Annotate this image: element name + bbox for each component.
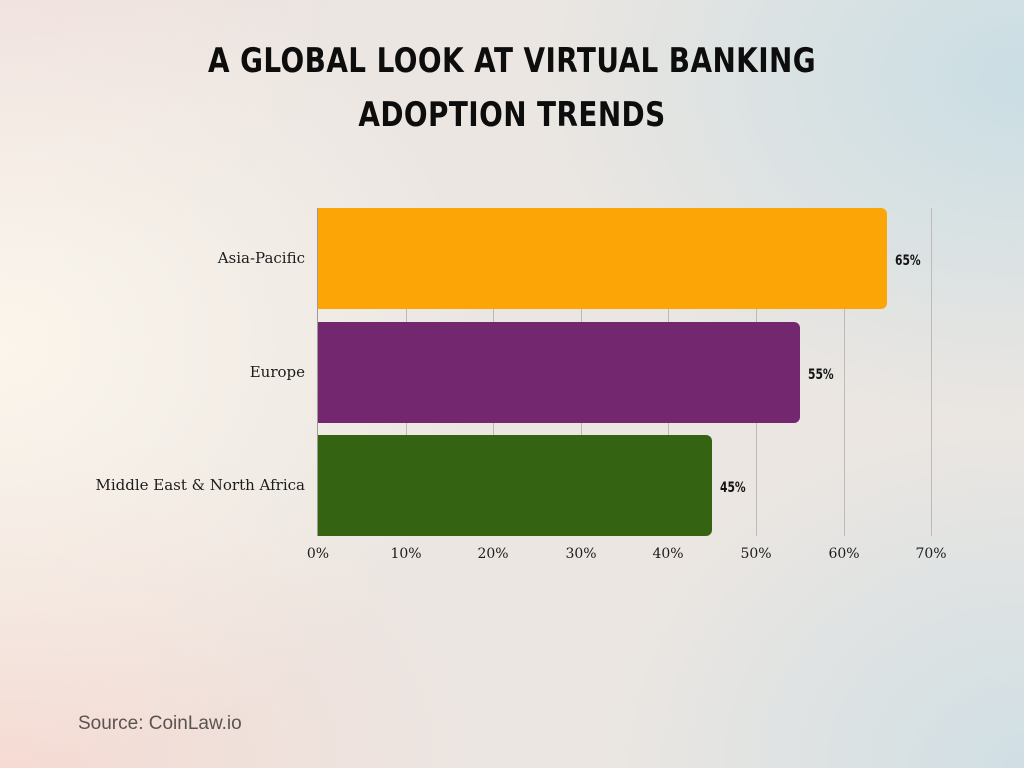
- source-caption: Source: CoinLaw.io: [78, 713, 242, 734]
- x-tick-label: 40%: [652, 546, 684, 562]
- category-label: Asia-Pacific: [217, 248, 305, 267]
- x-tick-label: 20%: [477, 546, 509, 562]
- bar-value-label: 55%: [808, 366, 834, 383]
- category-label: Europe: [249, 362, 305, 381]
- y-axis-line: [317, 208, 318, 536]
- category-label: Middle East & North Africa: [95, 475, 305, 494]
- bar-value-label: 65%: [895, 252, 921, 269]
- x-tick-label: 70%: [915, 546, 947, 562]
- bar: [318, 208, 887, 309]
- gridline: [844, 208, 845, 536]
- bar: [318, 435, 712, 536]
- x-tick-label: 30%: [565, 546, 597, 562]
- bar: [318, 322, 800, 423]
- x-tick-label: 10%: [390, 546, 422, 562]
- x-tick-label: 0%: [306, 546, 330, 562]
- gridline: [931, 208, 932, 536]
- x-tick-label: 50%: [740, 546, 772, 562]
- bar-value-label: 45%: [720, 479, 746, 496]
- chart-title: A Global Look at Virtual Banking Adoptio…: [207, 41, 817, 135]
- x-tick-label: 60%: [828, 546, 860, 562]
